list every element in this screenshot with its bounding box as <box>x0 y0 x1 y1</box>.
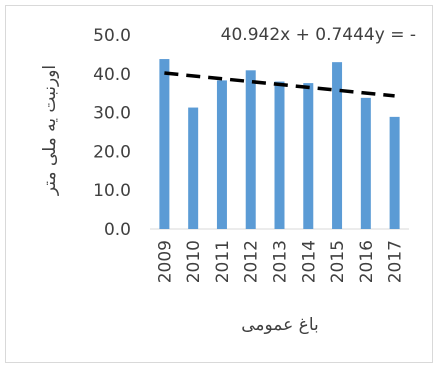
x-tick-label: 2010 <box>184 240 204 283</box>
x-tick-label: 2011 <box>213 240 233 283</box>
bar <box>389 116 400 229</box>
x-tick-label: 2014 <box>299 240 319 283</box>
y-tick-label: 10.0 <box>93 181 131 201</box>
trendline <box>164 71 395 98</box>
x-axis-title: باغ عمومی <box>241 315 319 335</box>
bar <box>188 107 199 229</box>
y-tick-label: 0.0 <box>104 220 131 240</box>
x-tick-label: 2009 <box>155 240 175 283</box>
x-tick-label: 2017 <box>386 240 406 283</box>
bar <box>360 97 371 229</box>
x-axis-ticks: 2009 2010 2011 2012 2013 2014 2015 2016 2017 <box>155 240 405 283</box>
trendline-equation: 40.942x + 0.7444y = - <box>221 25 416 45</box>
bar <box>245 70 256 229</box>
x-tick-label: 2012 <box>242 240 262 283</box>
x-tick-label: 2013 <box>271 240 291 283</box>
bars <box>159 59 400 230</box>
x-tick-label: 2015 <box>328 240 348 283</box>
y-tick-label: 20.0 <box>93 142 131 162</box>
x-tick-label: 2016 <box>357 240 377 283</box>
y-axis-title: اورنبت یه ملی متر <box>40 65 60 196</box>
y-axis-ticks: 0.0 10.0 20.0 30.0 40.0 50.0 <box>93 26 131 240</box>
y-tick-label: 30.0 <box>93 104 131 124</box>
y-tick-label: 40.0 <box>93 65 131 85</box>
bar <box>159 59 170 229</box>
y-tick-label: 50.0 <box>93 26 131 46</box>
bar <box>332 62 343 229</box>
bar <box>216 80 227 230</box>
bar <box>303 83 314 229</box>
bar <box>274 81 285 229</box>
